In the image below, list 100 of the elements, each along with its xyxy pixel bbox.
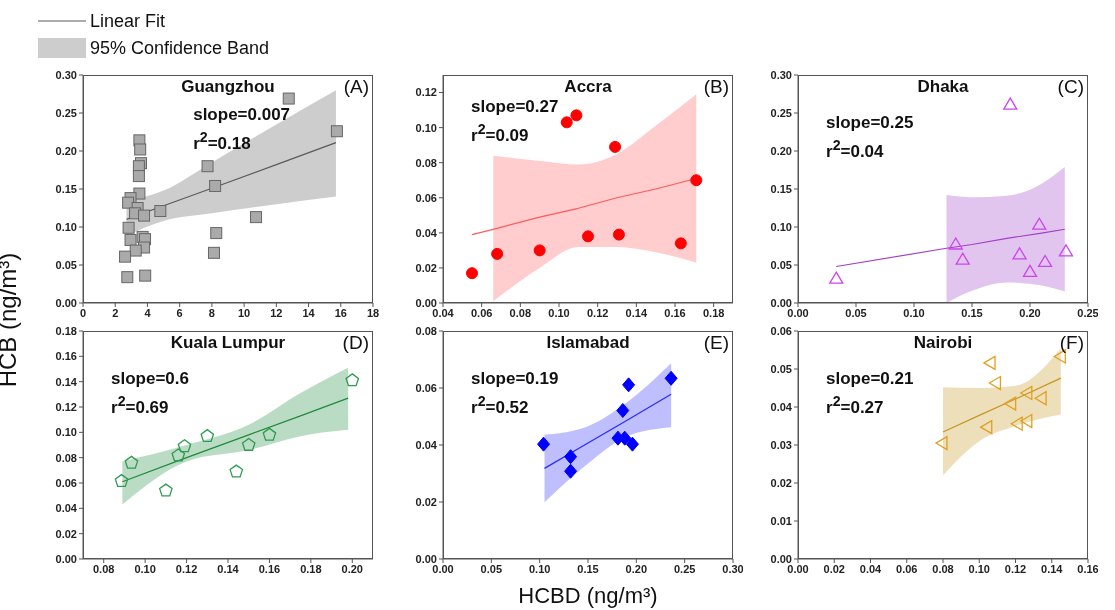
point bbox=[674, 237, 687, 250]
point bbox=[564, 463, 578, 479]
point bbox=[345, 373, 360, 387]
annotation: (F) bbox=[1059, 332, 1084, 354]
point bbox=[948, 237, 963, 250]
x-tick-label: 0.20 bbox=[1019, 306, 1041, 319]
annotation: slope=0.21 bbox=[826, 369, 914, 389]
point bbox=[582, 230, 594, 243]
annotation: slope=0.25 bbox=[826, 113, 914, 133]
chart-title: Kuala Lumpur bbox=[170, 333, 286, 352]
x-tick-label: 0.10 bbox=[903, 306, 925, 319]
point bbox=[207, 246, 220, 259]
x-tick-label: 0.12 bbox=[586, 306, 609, 319]
point bbox=[210, 227, 223, 240]
point bbox=[1034, 391, 1047, 406]
point bbox=[229, 464, 244, 478]
y-tick-label: 0.08 bbox=[415, 324, 437, 337]
point bbox=[1010, 416, 1023, 431]
x-tick-label: 0.10 bbox=[528, 562, 551, 575]
y-tick-label: 0.15 bbox=[55, 182, 77, 195]
point bbox=[980, 419, 993, 435]
x-tick-label: 0.25 bbox=[673, 562, 696, 575]
point bbox=[262, 427, 277, 441]
x-tick-label: 0.20 bbox=[625, 562, 648, 575]
x-tick-label: 10 bbox=[237, 306, 251, 319]
x-tick-label: 0.18 bbox=[300, 562, 322, 575]
x-tick-label: 4 bbox=[144, 306, 152, 319]
y-tick-label: 0.06 bbox=[415, 381, 437, 394]
point bbox=[171, 448, 186, 462]
x-tick-label: 0.00 bbox=[787, 562, 809, 575]
x-tick-label: 0.04 bbox=[432, 306, 455, 319]
point bbox=[134, 143, 147, 156]
annotation: r$^{2}$=0.69 bbox=[111, 393, 169, 418]
y-tick-label: 0.16 bbox=[55, 350, 77, 363]
point bbox=[935, 435, 948, 451]
y-tick-label: 0.20 bbox=[55, 144, 77, 157]
point bbox=[1003, 97, 1018, 110]
point bbox=[1012, 247, 1027, 260]
x-tick-label: 0.15 bbox=[961, 306, 983, 319]
y-tick-label: 0.00 bbox=[770, 552, 792, 565]
x-axis-title: HCBD (ng/m³) bbox=[517, 583, 659, 609]
annotation: r$^{2}$=0.18 bbox=[193, 129, 251, 154]
x-tick-label: 0.14 bbox=[1041, 562, 1064, 575]
y-tick-label: 0.25 bbox=[770, 106, 792, 119]
annotation: (B) bbox=[703, 76, 729, 98]
y-tick-label: 0.08 bbox=[55, 451, 77, 464]
x-tick-label: 0.00 bbox=[787, 306, 809, 319]
annotation: (E) bbox=[703, 332, 729, 354]
point bbox=[690, 174, 703, 187]
y-tick-label: 0.04 bbox=[415, 226, 438, 239]
y-tick-label: 0.18 bbox=[55, 324, 77, 337]
x-tick-label: 0.16 bbox=[258, 562, 281, 575]
point bbox=[1058, 244, 1074, 257]
y-tick-label: 0.10 bbox=[415, 121, 437, 134]
point bbox=[177, 439, 192, 453]
y-tick-label: 0.00 bbox=[55, 296, 77, 309]
x-tick-label: 0.18 bbox=[702, 306, 725, 319]
annotation: r$^{2}$=0.52 bbox=[471, 393, 529, 418]
legend-label: Linear Fit bbox=[90, 10, 166, 32]
point bbox=[609, 140, 622, 153]
point bbox=[1020, 413, 1033, 429]
point bbox=[159, 483, 173, 497]
y-tick-label: 0.03 bbox=[770, 438, 792, 451]
point bbox=[122, 221, 135, 234]
x-tick-label: 0.05 bbox=[480, 562, 503, 575]
annotation: r$^{2}$=0.09 bbox=[471, 121, 529, 146]
x-tick-label: 0.08 bbox=[93, 562, 115, 575]
x-tick-label: 0.16 bbox=[1077, 562, 1099, 575]
x-tick-label: 0.08 bbox=[932, 562, 954, 575]
point bbox=[1037, 254, 1053, 268]
point bbox=[1020, 385, 1033, 401]
y-tick-label: 0.05 bbox=[770, 258, 792, 271]
x-tick-label: 12 bbox=[270, 306, 283, 319]
annotation: r$^{2}$=0.04 bbox=[826, 137, 884, 162]
x-tick-label: 0.05 bbox=[845, 306, 867, 319]
annotation: r$^{2}$=0.27 bbox=[826, 393, 884, 418]
y-tick-label: 0.00 bbox=[415, 296, 437, 309]
y-tick-label: 0.06 bbox=[55, 476, 77, 489]
point bbox=[1032, 217, 1047, 230]
x-tick-label: 0.14 bbox=[217, 562, 240, 575]
point bbox=[533, 244, 546, 257]
x-tick-label: 0.10 bbox=[968, 562, 990, 575]
annotation: slope=0.19 bbox=[471, 369, 559, 389]
line-series bbox=[942, 377, 1062, 433]
x-tick-label: 8 bbox=[208, 306, 215, 319]
y-tick-label: 0.04 bbox=[55, 502, 78, 515]
y-tick-label: 0.06 bbox=[770, 324, 792, 337]
point bbox=[955, 252, 970, 265]
point bbox=[664, 370, 678, 386]
chart-title: Accra bbox=[564, 77, 612, 96]
y-tick-label: 0.15 bbox=[770, 182, 792, 195]
annotation: slope=0.27 bbox=[471, 97, 559, 117]
y-tick-label: 0.10 bbox=[55, 220, 77, 233]
point bbox=[537, 436, 551, 452]
point bbox=[200, 428, 215, 443]
x-tick-label: 0.08 bbox=[509, 306, 532, 319]
y-tick-label: 0.06 bbox=[415, 191, 437, 204]
point bbox=[570, 109, 583, 122]
x-tick-label: 0.16 bbox=[664, 306, 686, 319]
annotation: (A) bbox=[343, 76, 369, 98]
